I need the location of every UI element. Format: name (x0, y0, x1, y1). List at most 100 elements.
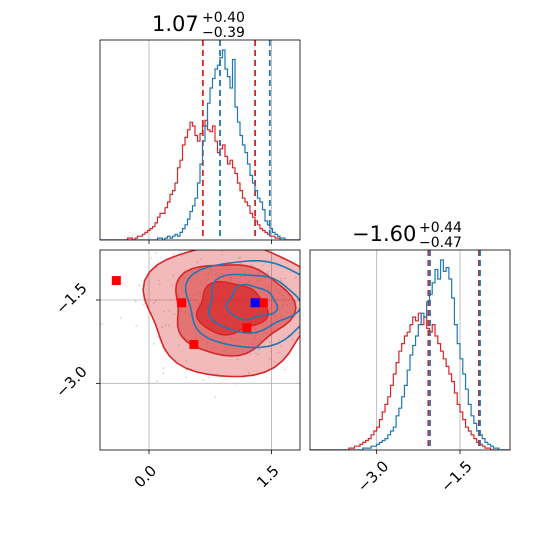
sample-point (272, 301, 275, 303)
sample-point (152, 342, 155, 345)
sample-point (255, 352, 257, 355)
sample-point (286, 303, 289, 306)
sample-point (189, 279, 192, 282)
sample-point (181, 321, 183, 324)
x-tick-label: 1.5 (253, 462, 283, 492)
hist1-frame (99, 39, 301, 241)
sample-point (221, 250, 223, 252)
sample-point (280, 280, 282, 283)
sample-point (283, 297, 286, 299)
hist2-series (310, 250, 510, 450)
sample-point (277, 351, 280, 354)
sample-point (215, 273, 217, 276)
sample-point (257, 348, 260, 351)
red-marker (242, 323, 252, 333)
sample-point (155, 252, 157, 255)
sample-point (272, 314, 275, 317)
sample-point (265, 332, 268, 335)
sample-point (163, 310, 165, 313)
sample-point (229, 279, 232, 282)
sample-point (172, 274, 175, 277)
sample-point (236, 358, 239, 361)
sample-point (304, 304, 306, 306)
sample-point (185, 376, 187, 379)
hist2-grid (376, 250, 461, 450)
sample-point (280, 344, 283, 347)
sample-point (208, 272, 210, 275)
sample-point (284, 321, 287, 324)
sample-point (199, 292, 202, 295)
sample-point (282, 304, 285, 307)
sample-point (302, 317, 304, 319)
sample-point (154, 299, 157, 302)
sample-point (319, 290, 321, 292)
sample-point (164, 323, 167, 326)
sample-point (229, 277, 232, 279)
sample-point (267, 272, 269, 275)
hist1-title-plus: +0.40 (202, 10, 245, 26)
sample-point (280, 314, 283, 317)
sample-point (184, 269, 187, 271)
x-tick-label: −3.0 (354, 457, 392, 495)
sample-point (192, 240, 194, 242)
sample-point (241, 349, 244, 352)
sample-point (304, 240, 306, 242)
sample-point (167, 324, 170, 327)
sample-point (157, 279, 160, 282)
sample-point (217, 453, 219, 455)
hist1-title-minus: −0.39 (202, 25, 245, 41)
sample-point (161, 326, 164, 328)
sample-point (100, 323, 103, 326)
hist1-series (100, 40, 300, 240)
sample-point (134, 300, 137, 303)
sample-point (273, 360, 276, 363)
sample-point (281, 300, 284, 303)
blue-contour (207, 273, 300, 334)
hist-step (100, 49, 300, 240)
sample-point (150, 257, 153, 260)
sample-point (180, 310, 183, 313)
sample-point (206, 341, 209, 344)
sample-point (172, 252, 175, 255)
sample-point (207, 376, 210, 379)
sample-point (233, 348, 236, 350)
sample-point (232, 237, 234, 239)
sample-point (261, 264, 264, 266)
blue-contour (184, 260, 300, 349)
sample-point (238, 281, 241, 284)
sample-point (250, 263, 253, 266)
red-marker (30, 301, 39, 310)
hist-step (310, 312, 510, 450)
red-marker (324, 273, 333, 282)
sample-point (247, 371, 250, 374)
sample-point (269, 350, 272, 353)
sample-point (267, 338, 269, 340)
sample-point (158, 283, 161, 285)
sample-point (229, 352, 232, 355)
sample-point (257, 279, 260, 282)
sample-point (225, 346, 227, 348)
sample-point (202, 378, 205, 381)
sample-point (119, 317, 122, 319)
y-tick-label: −1.5 (52, 279, 90, 317)
sample-point (277, 338, 280, 341)
red-marker (177, 298, 187, 308)
sample-point (196, 261, 199, 263)
sample-point (281, 294, 284, 297)
sample-point (250, 244, 252, 246)
sample-point (183, 277, 186, 279)
sample-point (298, 331, 300, 334)
sample-point (186, 234, 188, 236)
sample-point (41, 266, 43, 268)
sample-point (156, 380, 159, 382)
hist-step (100, 119, 300, 240)
sample-point (268, 341, 271, 343)
sample-point (283, 245, 285, 247)
sample-point (195, 291, 198, 293)
sample-point (135, 325, 138, 327)
blue-contour (225, 283, 279, 321)
red-marker (111, 276, 121, 286)
sample-point (143, 303, 145, 306)
sample-point (267, 286, 270, 289)
hist1-ticks (148, 240, 272, 244)
